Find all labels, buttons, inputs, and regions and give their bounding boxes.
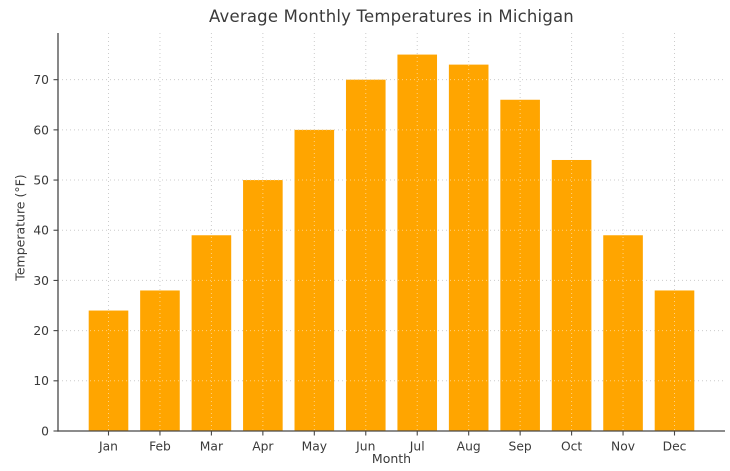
x-tick-label: Dec	[663, 440, 687, 454]
x-tick-label: Jul	[409, 440, 425, 454]
y-tick-label: 50	[33, 173, 49, 187]
y-tick-label: 70	[33, 73, 49, 87]
y-axis-label: Temperature (°F)	[12, 174, 28, 281]
x-tick-label: Mar	[200, 440, 224, 454]
tick-labels: 0 10 20 30 40 50 60 70 Jan Feb Mar Apr May Jun Jul Aug S…	[33, 73, 686, 453]
x-axis-label: Month	[371, 451, 412, 466]
y-tick-label: 40	[33, 224, 49, 238]
bar-jan	[88, 310, 129, 431]
bar-oct	[551, 159, 592, 431]
y-tick-label: 60	[33, 123, 49, 137]
y-tick-label: 10	[33, 374, 49, 388]
tick-marks	[53, 79, 676, 436]
x-tick-label: Sep	[509, 440, 532, 454]
chart-title: Average Monthly Temperatures in Michigan	[209, 7, 574, 26]
y-tick-label: 30	[33, 274, 49, 288]
y-tick-label: 0	[41, 424, 49, 438]
x-tick-label: Feb	[149, 440, 171, 454]
y-tick-label: 20	[33, 324, 49, 338]
x-tick-label: May	[302, 440, 327, 454]
bar-jun	[345, 79, 386, 432]
x-tick-label: Apr	[252, 440, 274, 454]
bar-aug	[448, 64, 489, 431]
x-tick-label: Jan	[98, 440, 118, 454]
x-tick-label: Jun	[355, 440, 375, 454]
bar-series	[88, 54, 695, 432]
x-tick-label: Oct	[561, 440, 582, 454]
axes-spines	[57, 33, 725, 432]
x-tick-label: Aug	[457, 440, 481, 454]
bar-jul	[397, 54, 438, 432]
x-tick-label: Nov	[611, 440, 635, 454]
